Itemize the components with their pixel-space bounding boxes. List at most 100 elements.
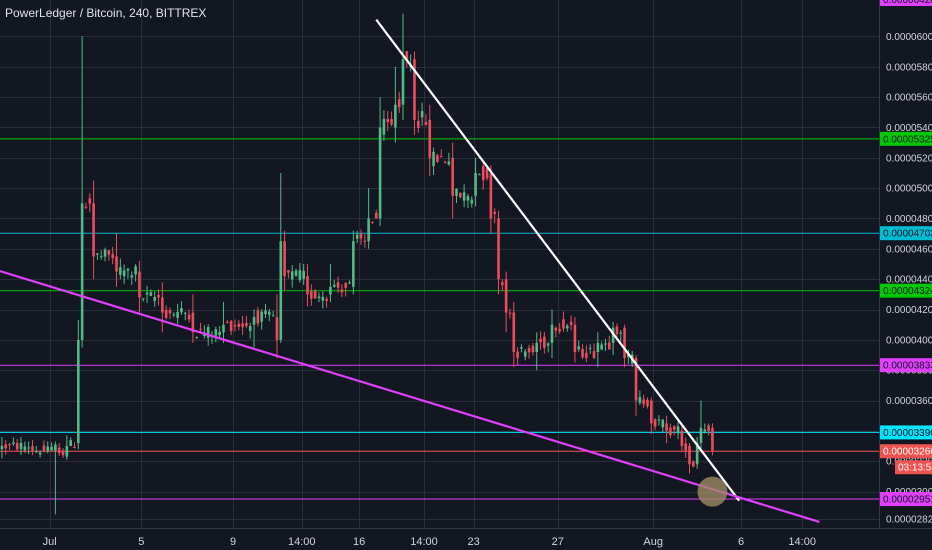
candle-body xyxy=(264,310,267,315)
candle-body xyxy=(508,312,512,314)
x-tick-label: 14:00 xyxy=(788,536,816,548)
candle-body xyxy=(688,446,691,465)
candle-body xyxy=(424,122,428,125)
candle-body xyxy=(546,343,550,346)
horizontal-levels xyxy=(0,138,879,500)
candle-body xyxy=(325,298,328,301)
candle-body xyxy=(378,127,382,219)
candle-body xyxy=(256,310,260,324)
candle-body xyxy=(57,447,61,454)
candle-body xyxy=(176,311,179,318)
candle-body xyxy=(573,324,577,352)
candle-body xyxy=(107,250,111,255)
price-tag: 0.00003266 xyxy=(883,447,932,458)
candle-body xyxy=(562,319,565,329)
candle-body xyxy=(665,423,668,431)
candle-body xyxy=(416,120,420,128)
price-tag-bg xyxy=(880,358,932,373)
candle-body xyxy=(512,312,516,352)
candle-body xyxy=(38,452,42,455)
grid-lines xyxy=(0,0,879,528)
candle-body xyxy=(27,447,30,449)
candle-body xyxy=(359,233,363,239)
candle-body xyxy=(115,256,118,272)
candle-body xyxy=(413,59,416,120)
candle-body xyxy=(516,351,519,359)
candle-body xyxy=(111,254,114,258)
candle-body xyxy=(374,212,378,219)
candle-body xyxy=(585,352,588,359)
candle-body xyxy=(397,99,401,108)
candle-body xyxy=(268,311,271,315)
candle-body xyxy=(707,425,710,431)
price-tags: 0.00005325 0.00004703 0.00004324 0.00003833… xyxy=(880,0,932,507)
candle-body xyxy=(161,297,164,313)
candle-body xyxy=(695,443,699,465)
candle-body xyxy=(470,199,474,204)
countdown-bg xyxy=(895,460,932,475)
x-tick-label: 5 xyxy=(138,536,144,548)
candle-body xyxy=(481,166,485,181)
candle-body xyxy=(451,157,454,196)
candle-body xyxy=(596,342,600,352)
candle-body xyxy=(23,446,27,451)
candle-body xyxy=(501,282,504,286)
candles xyxy=(0,13,714,515)
candle-body xyxy=(336,282,340,288)
candle-body xyxy=(459,192,462,198)
candle-body xyxy=(520,347,523,349)
candle-body xyxy=(390,118,393,125)
candle-body xyxy=(428,119,432,158)
candle-body xyxy=(248,326,252,331)
candle-body xyxy=(340,289,344,293)
candle-body xyxy=(650,400,653,424)
price-tag: 0.00003833 xyxy=(883,361,932,372)
candle-body xyxy=(371,221,374,223)
time-axis[interactable]: Jul 5 9 14:00 16 14:00 23 27 Aug 6 14:00 xyxy=(43,536,816,548)
price-tag-bg xyxy=(880,425,932,440)
candle-body xyxy=(588,347,592,349)
candle-body xyxy=(432,151,435,167)
candle-body xyxy=(141,298,145,300)
candle-body xyxy=(164,310,168,318)
candle-body xyxy=(485,167,489,179)
candle-body xyxy=(462,192,466,201)
candle-body xyxy=(302,270,305,279)
candle-body xyxy=(73,446,76,449)
candle-body xyxy=(684,443,687,452)
x-tick-label: 6 xyxy=(738,536,744,548)
candle-body xyxy=(237,323,241,327)
candle-body xyxy=(443,161,447,163)
candle-body xyxy=(394,104,397,128)
candle-body xyxy=(569,321,573,326)
candle-body xyxy=(439,156,443,158)
candle-body xyxy=(34,451,38,453)
candle-body xyxy=(527,348,531,353)
candle-body xyxy=(245,323,248,327)
candle-body xyxy=(638,397,642,403)
candle-body xyxy=(623,327,626,359)
candle-body xyxy=(493,211,496,214)
candle-body xyxy=(287,270,290,273)
candle-body xyxy=(8,444,11,446)
candle-body xyxy=(466,196,470,201)
x-tick-label: 14:00 xyxy=(410,536,438,548)
candle-body xyxy=(646,399,649,407)
trendline-resistance xyxy=(375,19,741,502)
candle-body xyxy=(489,172,493,219)
candle-body xyxy=(252,317,256,325)
candle-body xyxy=(657,419,661,421)
highlight-circle xyxy=(697,476,728,507)
price-tag-bg xyxy=(880,444,932,459)
candle-body xyxy=(77,339,80,444)
candle-body xyxy=(592,350,596,359)
candle-body xyxy=(0,446,4,450)
